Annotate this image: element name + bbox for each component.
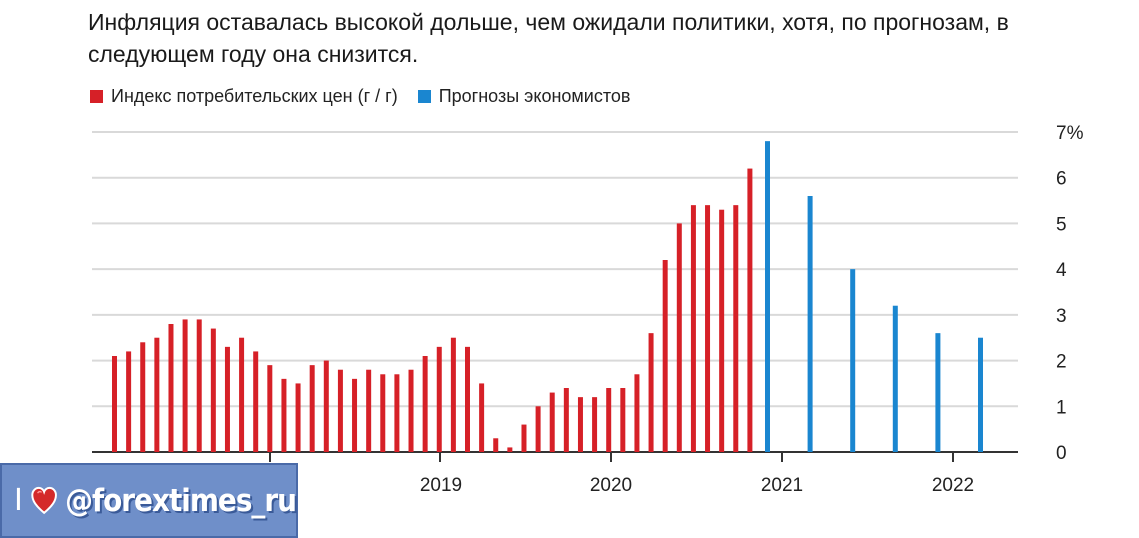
cpi-bar bbox=[295, 383, 301, 452]
cpi-bar bbox=[253, 351, 259, 452]
cpi-bar bbox=[592, 397, 598, 452]
forecast-bar bbox=[807, 196, 813, 452]
cpi-bar bbox=[662, 260, 668, 452]
y-tick-label: 3 bbox=[1056, 306, 1067, 327]
cpi-bar bbox=[507, 447, 513, 452]
cpi-bar bbox=[648, 333, 654, 452]
cpi-bar bbox=[705, 205, 711, 452]
cpi-bar bbox=[210, 328, 216, 452]
legend-swatch-forecast bbox=[417, 90, 431, 103]
cpi-bar bbox=[182, 319, 188, 452]
cpi-bar bbox=[112, 356, 117, 452]
forecast-bar bbox=[935, 333, 941, 452]
x-tick-label: 2022 bbox=[932, 475, 974, 496]
chart-legend: Индекс потребительских цен (г / г) Прогн… bbox=[90, 86, 650, 107]
watermark-i: I bbox=[14, 483, 23, 518]
y-tick-label: 7% bbox=[1056, 123, 1084, 144]
forecast-bar bbox=[892, 305, 898, 452]
watermark-handle: @forextimes_ru bbox=[65, 482, 297, 519]
cpi-bar bbox=[676, 223, 682, 452]
cpi-bar bbox=[535, 406, 541, 452]
cpi-bar bbox=[366, 369, 372, 452]
cpi-bar bbox=[394, 374, 400, 452]
cpi-bar bbox=[196, 319, 202, 452]
y-tick-label: 0 bbox=[1056, 443, 1067, 464]
cpi-bar bbox=[408, 369, 414, 452]
cpi-bar bbox=[690, 205, 696, 452]
cpi-bar bbox=[281, 378, 287, 452]
cpi-bar bbox=[168, 324, 174, 452]
y-tick-label: 1 bbox=[1056, 397, 1067, 418]
cpi-bar bbox=[620, 388, 626, 452]
cpi-bar bbox=[733, 205, 739, 452]
cpi-bar bbox=[606, 388, 612, 452]
cpi-bar bbox=[465, 346, 470, 452]
cpi-bar bbox=[521, 424, 527, 452]
chart-title: Инфляция оставалась высокой дольше, чем … bbox=[88, 9, 1009, 67]
cpi-bar bbox=[224, 346, 230, 452]
cpi-bar bbox=[719, 209, 725, 452]
cpi-bar bbox=[436, 346, 442, 452]
cpi-bar bbox=[450, 337, 456, 452]
cpi-bar bbox=[239, 337, 245, 452]
forecast-bar bbox=[850, 269, 856, 452]
forecast-bar bbox=[978, 337, 983, 452]
cpi-bar bbox=[422, 356, 428, 452]
cpi-bar bbox=[634, 374, 640, 452]
cpi-bar bbox=[140, 342, 146, 452]
x-tick-label: 2019 bbox=[420, 475, 462, 496]
legend-item-forecast: Прогнозы экономистов bbox=[417, 86, 631, 107]
x-tick-label: 2021 bbox=[761, 475, 803, 496]
y-tick-label: 4 bbox=[1056, 260, 1067, 281]
cpi-bar bbox=[267, 365, 273, 452]
cpi-bar bbox=[577, 397, 583, 452]
cpi-bar bbox=[309, 365, 315, 452]
cpi-bar bbox=[493, 438, 499, 452]
y-tick-label: 6 bbox=[1056, 169, 1067, 190]
cpi-bar bbox=[352, 378, 358, 452]
cpi-bar bbox=[126, 351, 132, 452]
y-tick-label: 2 bbox=[1056, 352, 1067, 373]
cpi-bar bbox=[747, 168, 753, 453]
legend-label-forecast: Прогнозы экономистов bbox=[438, 86, 631, 106]
y-tick-label: 5 bbox=[1056, 214, 1067, 235]
cpi-bar bbox=[154, 337, 160, 452]
cpi-bar bbox=[323, 360, 329, 452]
cpi-bar bbox=[479, 383, 485, 452]
legend-swatch-cpi bbox=[90, 90, 103, 103]
legend-label-cpi: Индекс потребительских цен (г / г) bbox=[111, 86, 398, 106]
cpi-bar bbox=[549, 392, 555, 452]
heart-icon bbox=[31, 486, 57, 514]
forecast-bar bbox=[765, 141, 770, 452]
cpi-bar bbox=[563, 388, 569, 452]
cpi-bar bbox=[380, 374, 386, 452]
x-tick-label: 2020 bbox=[590, 475, 632, 496]
watermark-banner: I @forextimes_ru bbox=[0, 463, 298, 538]
cpi-bar bbox=[337, 369, 343, 452]
legend-item-cpi: Индекс потребительских цен (г / г) bbox=[90, 86, 398, 107]
